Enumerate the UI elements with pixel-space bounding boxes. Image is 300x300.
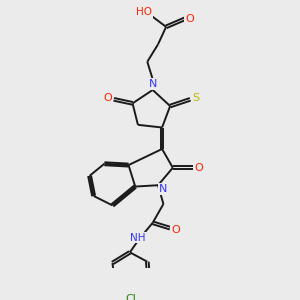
Text: O: O <box>171 224 180 235</box>
Text: NH: NH <box>130 232 146 243</box>
Text: N: N <box>159 184 168 194</box>
Text: HO: HO <box>136 7 152 17</box>
Text: Cl: Cl <box>126 294 136 300</box>
Text: O: O <box>194 163 203 173</box>
Text: O: O <box>103 93 112 103</box>
Text: O: O <box>185 14 194 24</box>
Text: N: N <box>148 79 157 89</box>
Text: S: S <box>193 93 200 103</box>
